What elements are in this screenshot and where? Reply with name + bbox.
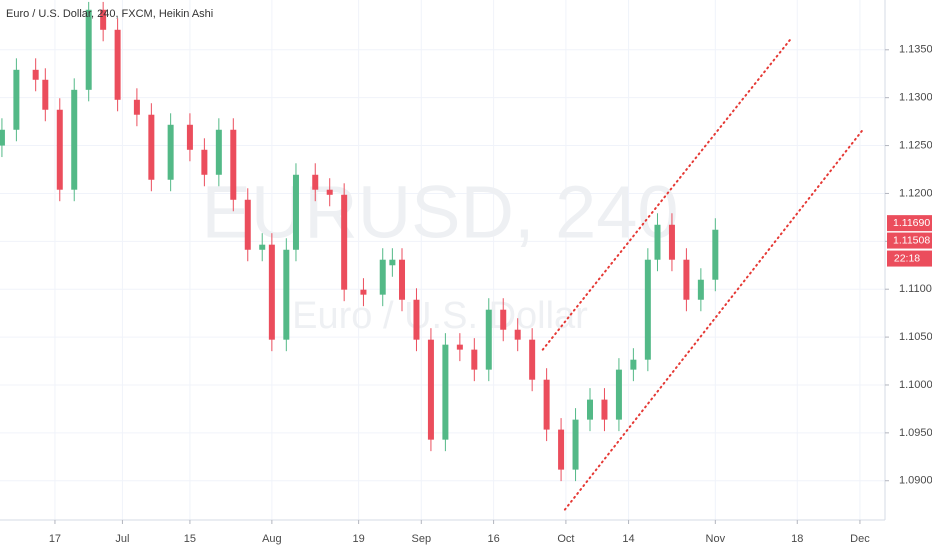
countdown: 22:18 xyxy=(894,252,920,264)
candle-body xyxy=(32,69,39,80)
candle-body xyxy=(543,379,550,430)
trend-line xyxy=(563,128,864,511)
y-tick-label: 1.10000 xyxy=(899,379,932,391)
candle-body xyxy=(558,429,565,470)
candle-body xyxy=(201,149,208,175)
candle-body xyxy=(100,9,107,30)
candle-body xyxy=(292,174,299,250)
candle-body xyxy=(668,224,675,260)
price-label-box xyxy=(887,215,932,232)
x-tick-label: 17 xyxy=(49,533,61,545)
candle-body xyxy=(587,399,593,420)
candle-body xyxy=(133,99,140,115)
candle-body xyxy=(379,259,386,295)
candle-body xyxy=(683,259,690,300)
candle-body xyxy=(456,344,463,350)
x-tick-label: Oct xyxy=(557,533,574,545)
x-tick-label: 14 xyxy=(622,533,634,545)
candle-body xyxy=(71,89,78,190)
countdown-box xyxy=(887,250,932,267)
candle-body xyxy=(13,69,20,130)
y-tick-label: 1.10500 xyxy=(899,331,932,343)
candle-body xyxy=(42,79,49,110)
candle-body xyxy=(630,359,637,370)
candle-body xyxy=(215,129,222,175)
y-tick-label: 1.13500 xyxy=(899,44,932,56)
candle-body xyxy=(500,309,507,330)
y-tick-label: 1.09500 xyxy=(899,427,932,439)
candle-body xyxy=(413,299,420,340)
price-label: 1.11508 xyxy=(893,234,930,246)
candle-body xyxy=(341,194,348,290)
plot xyxy=(0,1,864,511)
price-label-box xyxy=(887,232,932,249)
x-tick-label: 15 xyxy=(184,533,196,545)
watermark-subtitle: Euro / U.S. Dollar xyxy=(292,295,588,337)
candle-body xyxy=(0,129,5,146)
x-tick-label: Nov xyxy=(706,533,726,545)
candle-body xyxy=(399,259,406,300)
candle-body xyxy=(85,9,92,90)
candle-body xyxy=(268,244,275,340)
candle-body xyxy=(230,129,237,200)
trend-line xyxy=(541,38,792,351)
candle-body xyxy=(615,369,622,420)
candle-body xyxy=(529,339,536,380)
candle-body xyxy=(514,329,521,340)
candle-body xyxy=(654,224,661,260)
watermark: EURUSD, 240 xyxy=(201,171,678,254)
candle-body xyxy=(326,189,333,195)
candle-body xyxy=(712,229,719,280)
y-tick-label: 1.09000 xyxy=(899,475,932,487)
candle-body xyxy=(360,289,367,295)
candle-body xyxy=(485,309,492,370)
x-tick-label: Sep xyxy=(412,533,432,545)
candle-body xyxy=(697,279,704,300)
candle-body xyxy=(601,399,608,420)
y-tick-label: 1.11000 xyxy=(899,283,932,295)
x-tick-label: Aug xyxy=(262,533,282,545)
candle-body xyxy=(644,259,651,360)
x-tick-label: 16 xyxy=(487,533,499,545)
chart-title: Euro / U.S. Dollar, 240, FXCM, Heikin As… xyxy=(6,8,213,20)
candle-body xyxy=(244,199,251,250)
candle-body xyxy=(259,244,266,250)
candle-body xyxy=(427,339,434,440)
x-tick-label: Jul xyxy=(115,533,129,545)
candle-body xyxy=(56,109,63,190)
y-tick-label: 1.13000 xyxy=(899,92,932,104)
candle-body xyxy=(148,114,155,180)
y-tick-label: 1.12500 xyxy=(899,139,932,151)
candle-body xyxy=(312,174,319,190)
candle-body xyxy=(186,124,193,150)
candle-body xyxy=(572,419,579,470)
y-tick-label: 1.12000 xyxy=(899,187,932,199)
x-tick-label: 18 xyxy=(791,533,803,545)
candle-body xyxy=(283,249,290,340)
axes: 1.09000 1.09500 1.10000 1.10500 1.11000 1.115… xyxy=(49,44,932,545)
candle-body xyxy=(114,29,121,100)
price-label: 1.11690 xyxy=(893,217,930,229)
candle-body xyxy=(442,344,449,440)
candle-body xyxy=(167,124,174,180)
x-tick-label: 19 xyxy=(353,533,365,545)
candle-body xyxy=(471,349,478,370)
candle-body xyxy=(389,259,396,266)
x-tick-label: Dec xyxy=(850,533,870,545)
